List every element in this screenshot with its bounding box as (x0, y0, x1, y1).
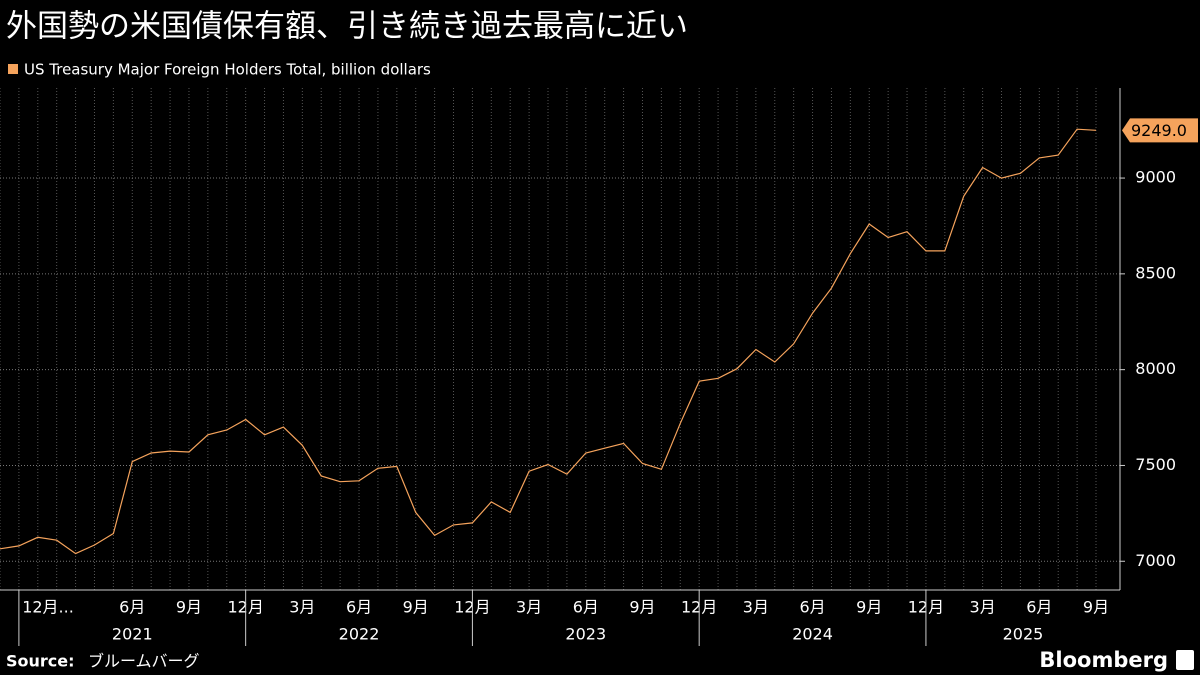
value-label: 9249.0 (1131, 121, 1187, 140)
legend-label: US Treasury Major Foreign Holders Total,… (24, 61, 431, 79)
x-tick-label: 6月 (799, 598, 825, 617)
x-tick-label: 3月 (516, 598, 542, 617)
legend-swatch (8, 64, 18, 74)
x-tick-label: 9月 (176, 598, 202, 617)
y-tick-label: 8000 (1135, 359, 1176, 378)
x-tick-label: 9月 (856, 598, 882, 617)
x-tick-label: 9月 (403, 598, 429, 617)
source-label: Source: (6, 652, 75, 671)
y-tick-label: 7000 (1135, 551, 1176, 570)
year-label: 2023 (565, 625, 606, 644)
x-tick-label: 6月 (1026, 598, 1052, 617)
brand-icon (1176, 650, 1194, 670)
x-tick-label: 3月 (289, 598, 315, 617)
x-tick-label: 9月 (1083, 598, 1109, 617)
x-tick-label: 6月 (119, 598, 145, 617)
year-label: 2024 (792, 625, 833, 644)
x-tick-label: 3月 (970, 598, 996, 617)
y-tick-label: 9000 (1135, 168, 1176, 187)
x-tick-label: 6月 (346, 598, 372, 617)
x-tick-label: 12月... (22, 598, 74, 617)
y-tick-label: 7500 (1135, 455, 1176, 474)
value-label-box (1122, 118, 1198, 143)
chart-title: 外国勢の米国債保有額、引き続き過去最高に近い (6, 9, 688, 45)
year-label: 2021 (112, 625, 153, 644)
source: ブルームバーグ (88, 652, 200, 671)
brand: Bloomberg (1039, 648, 1168, 672)
year-label: 2022 (339, 625, 380, 644)
series-line (0, 128, 1097, 555)
x-tick-label: 3月 (743, 598, 769, 617)
x-tick-label: 6月 (573, 598, 599, 617)
x-tick-label: 9月 (629, 598, 655, 617)
y-tick-label: 8500 (1135, 263, 1176, 282)
year-label: 2025 (1003, 625, 1044, 644)
